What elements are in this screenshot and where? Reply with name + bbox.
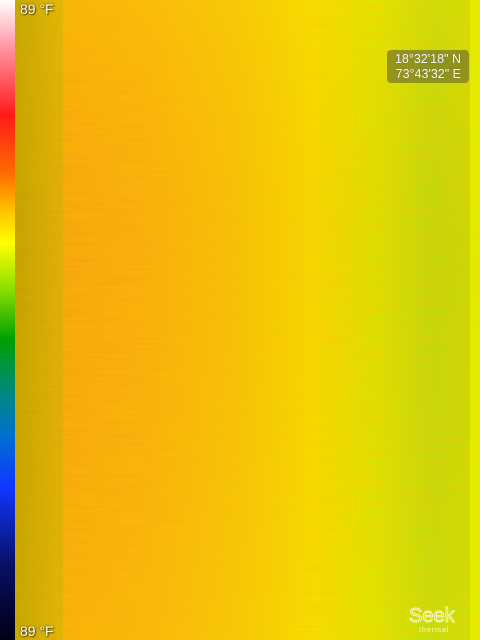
gps-latitude: 18°32'18" N xyxy=(394,52,461,66)
gps-overlay: 18°32'18" N 73°43'32" E xyxy=(387,50,469,83)
logo-subtext: thermal xyxy=(419,627,449,634)
seek-thermal-logo: Seek thermal xyxy=(409,605,456,634)
min-temperature-label: 89 °F xyxy=(20,623,54,639)
color-palette-bar xyxy=(0,0,15,640)
palette-shadow xyxy=(15,0,63,640)
logo-wordmark: Seek xyxy=(409,605,456,627)
max-temperature-label: 89 °F xyxy=(20,1,54,17)
gps-longitude: 73°43'32" E xyxy=(395,67,461,81)
